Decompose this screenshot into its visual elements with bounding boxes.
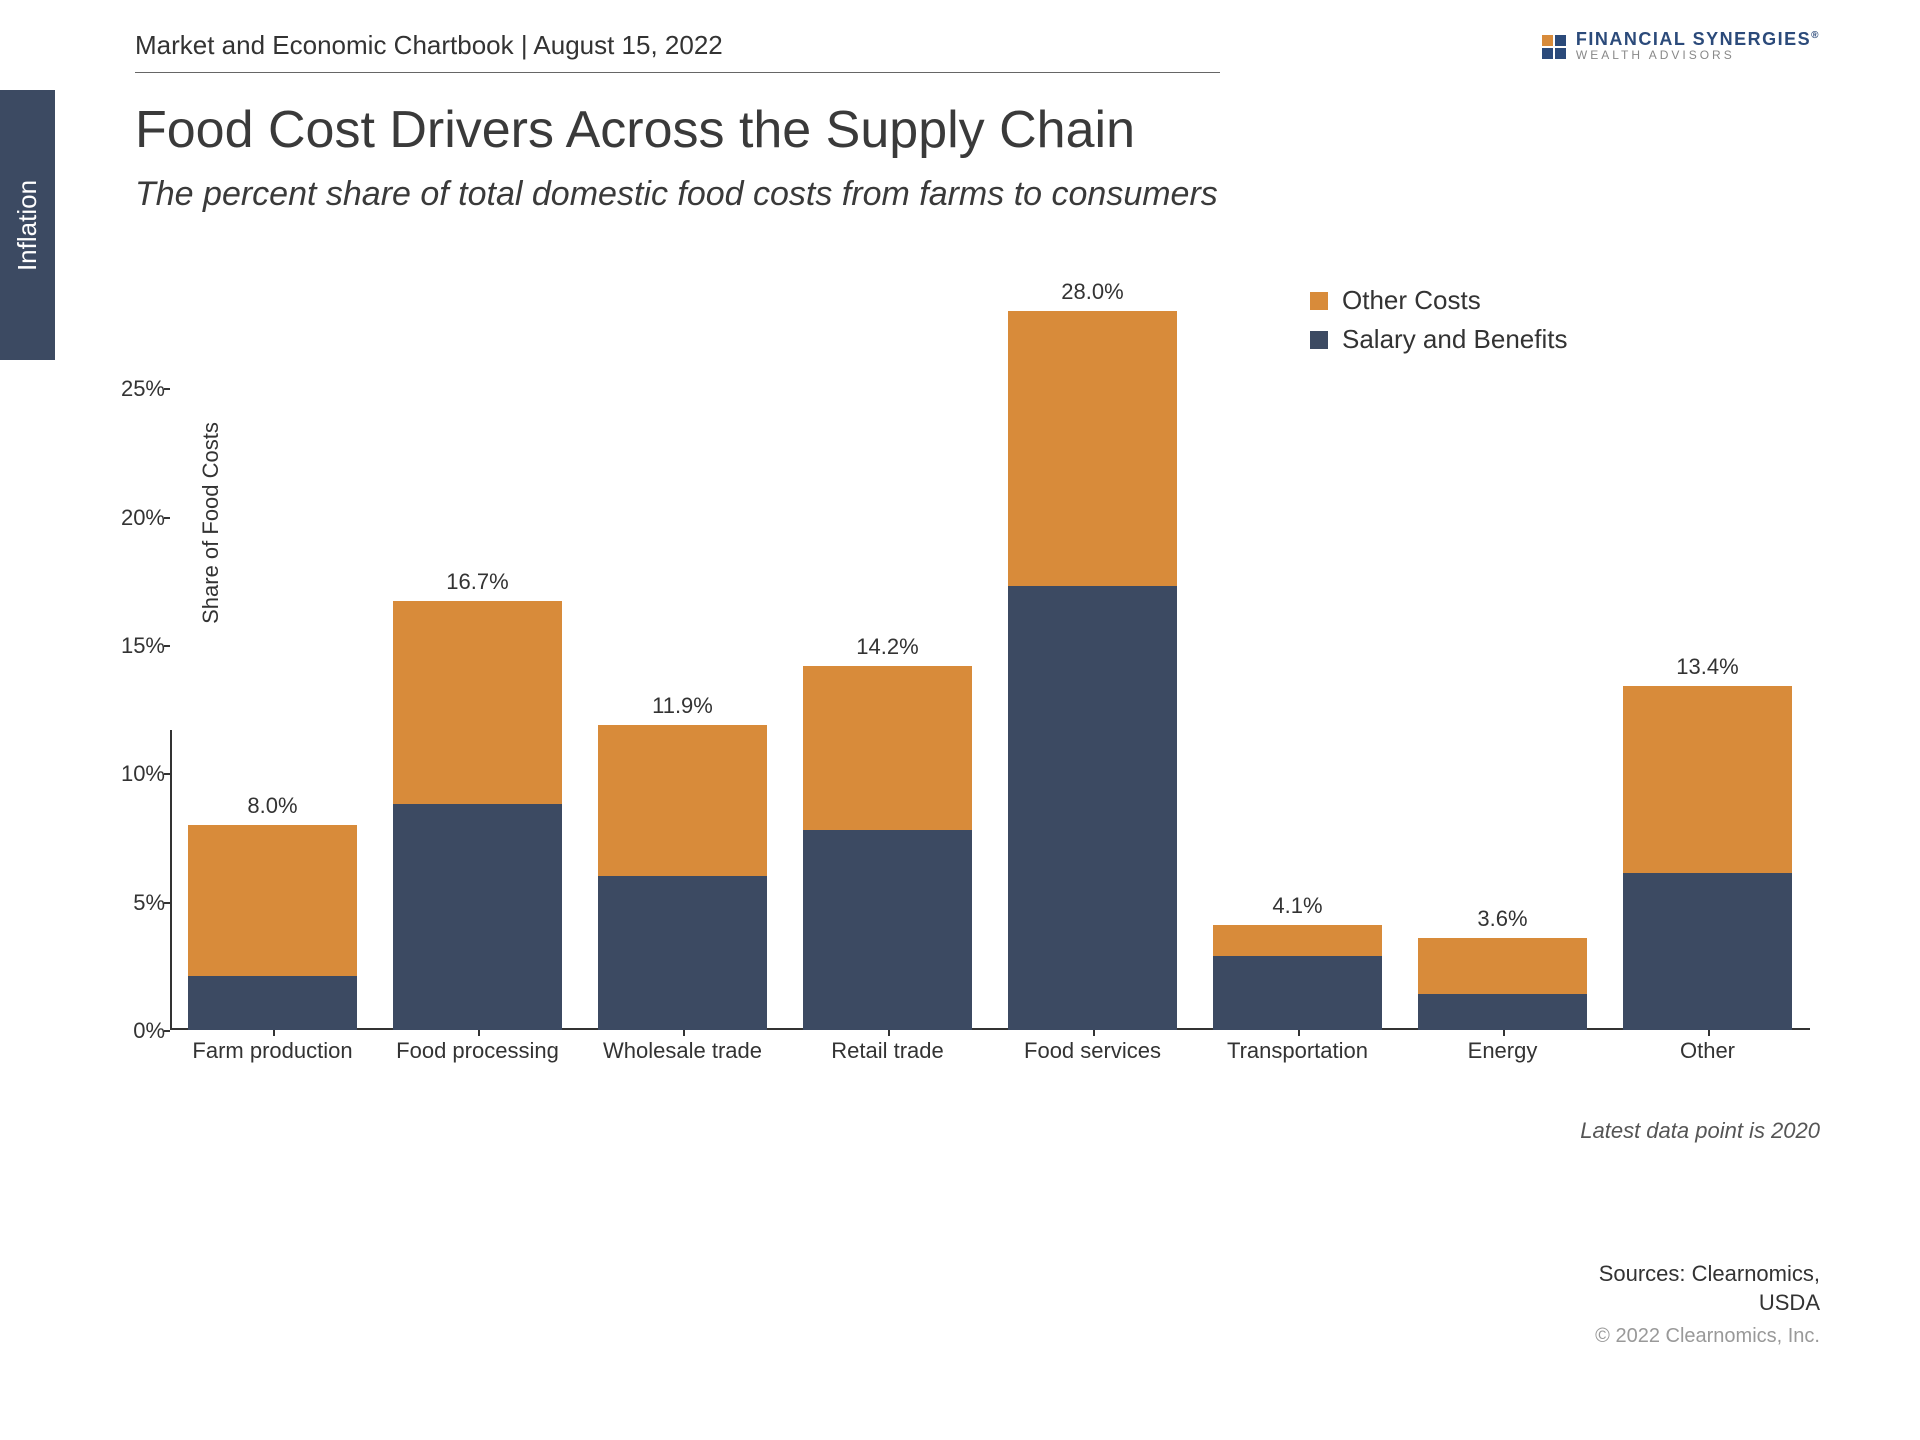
- y-tick: 0%: [110, 1018, 165, 1044]
- x-tick: Transportation: [1195, 1038, 1400, 1064]
- x-tick: Other: [1605, 1038, 1810, 1064]
- bar-seg: [188, 976, 356, 1030]
- bar-total-label: 4.1%: [1213, 893, 1381, 919]
- brand-subname: WEALTH ADVISORS: [1576, 48, 1820, 64]
- bar-seg: [598, 876, 766, 1030]
- y-tick: 20%: [110, 505, 165, 531]
- bar-seg: [1008, 311, 1176, 586]
- x-tick: Retail trade: [785, 1038, 990, 1064]
- y-tick: 5%: [110, 890, 165, 916]
- bar-seg: [1623, 873, 1791, 1030]
- bar-seg: [598, 725, 766, 876]
- bar-5: 4.1%: [1213, 925, 1381, 1030]
- y-tick: 25%: [110, 376, 165, 402]
- data-note: Latest data point is 2020: [1580, 1118, 1820, 1144]
- legend-swatch-other: [1310, 292, 1328, 310]
- bar-3: 14.2%: [803, 666, 971, 1030]
- bar-seg: [803, 666, 971, 830]
- bar-seg: [1418, 938, 1586, 994]
- x-tick: Energy: [1400, 1038, 1605, 1064]
- bar-7: 13.4%: [1623, 686, 1791, 1030]
- header-text: Market and Economic Chartbook | August 1…: [135, 30, 723, 61]
- legend-item-salary: Salary and Benefits: [1310, 324, 1567, 355]
- category-tab-label: Inflation: [12, 179, 43, 270]
- bar-total-label: 8.0%: [188, 793, 356, 819]
- legend-label-other: Other Costs: [1342, 285, 1481, 316]
- y-tick: 15%: [110, 633, 165, 659]
- bar-seg: [1623, 686, 1791, 873]
- bar-total-label: 28.0%: [1008, 279, 1176, 305]
- bar-seg: [1213, 925, 1381, 956]
- header-rule: [135, 72, 1220, 73]
- chart-subtitle: The percent share of total domestic food…: [135, 175, 1218, 214]
- brand-logo-block: FINANCIAL SYNERGIES® WEALTH ADVISORS: [1542, 30, 1820, 64]
- copyright: © 2022 Clearnomics, Inc.: [1595, 1325, 1820, 1348]
- chart-plot-area: 0%5%10%15%20%25%8.0%Farm production16.7%…: [170, 260, 1810, 1070]
- legend-item-other: Other Costs: [1310, 285, 1567, 316]
- y-axis-line: [170, 730, 172, 1030]
- bar-total-label: 14.2%: [803, 634, 971, 660]
- x-tick: Food services: [990, 1038, 1195, 1064]
- sources: Sources: Clearnomics, USDA: [1599, 1260, 1820, 1317]
- bar-0: 8.0%: [188, 825, 356, 1030]
- bar-total-label: 11.9%: [598, 693, 766, 719]
- bar-seg: [803, 830, 971, 1030]
- category-tab: Inflation: [0, 90, 55, 360]
- bar-seg: [188, 825, 356, 976]
- bar-total-label: 13.4%: [1623, 654, 1791, 680]
- bar-4: 28.0%: [1008, 311, 1176, 1030]
- x-tick: Wholesale trade: [580, 1038, 785, 1064]
- brand-name: FINANCIAL SYNERGIES®: [1576, 30, 1820, 48]
- bar-seg: [393, 601, 561, 804]
- brand-logo-icon: [1542, 35, 1566, 59]
- bar-seg: [1418, 994, 1586, 1030]
- legend-label-salary: Salary and Benefits: [1342, 324, 1567, 355]
- bar-1: 16.7%: [393, 601, 561, 1030]
- bar-seg: [1008, 586, 1176, 1030]
- bar-seg: [393, 804, 561, 1030]
- bar-total-label: 3.6%: [1418, 906, 1586, 932]
- x-tick: Farm production: [170, 1038, 375, 1064]
- bar-6: 3.6%: [1418, 938, 1586, 1030]
- bar-seg: [1213, 956, 1381, 1030]
- bar-total-label: 16.7%: [393, 569, 561, 595]
- y-tick: 10%: [110, 761, 165, 787]
- bar-2: 11.9%: [598, 725, 766, 1030]
- legend: Other Costs Salary and Benefits: [1310, 285, 1567, 363]
- legend-swatch-salary: [1310, 331, 1328, 349]
- x-tick: Food processing: [375, 1038, 580, 1064]
- chart-title: Food Cost Drivers Across the Supply Chai…: [135, 100, 1135, 160]
